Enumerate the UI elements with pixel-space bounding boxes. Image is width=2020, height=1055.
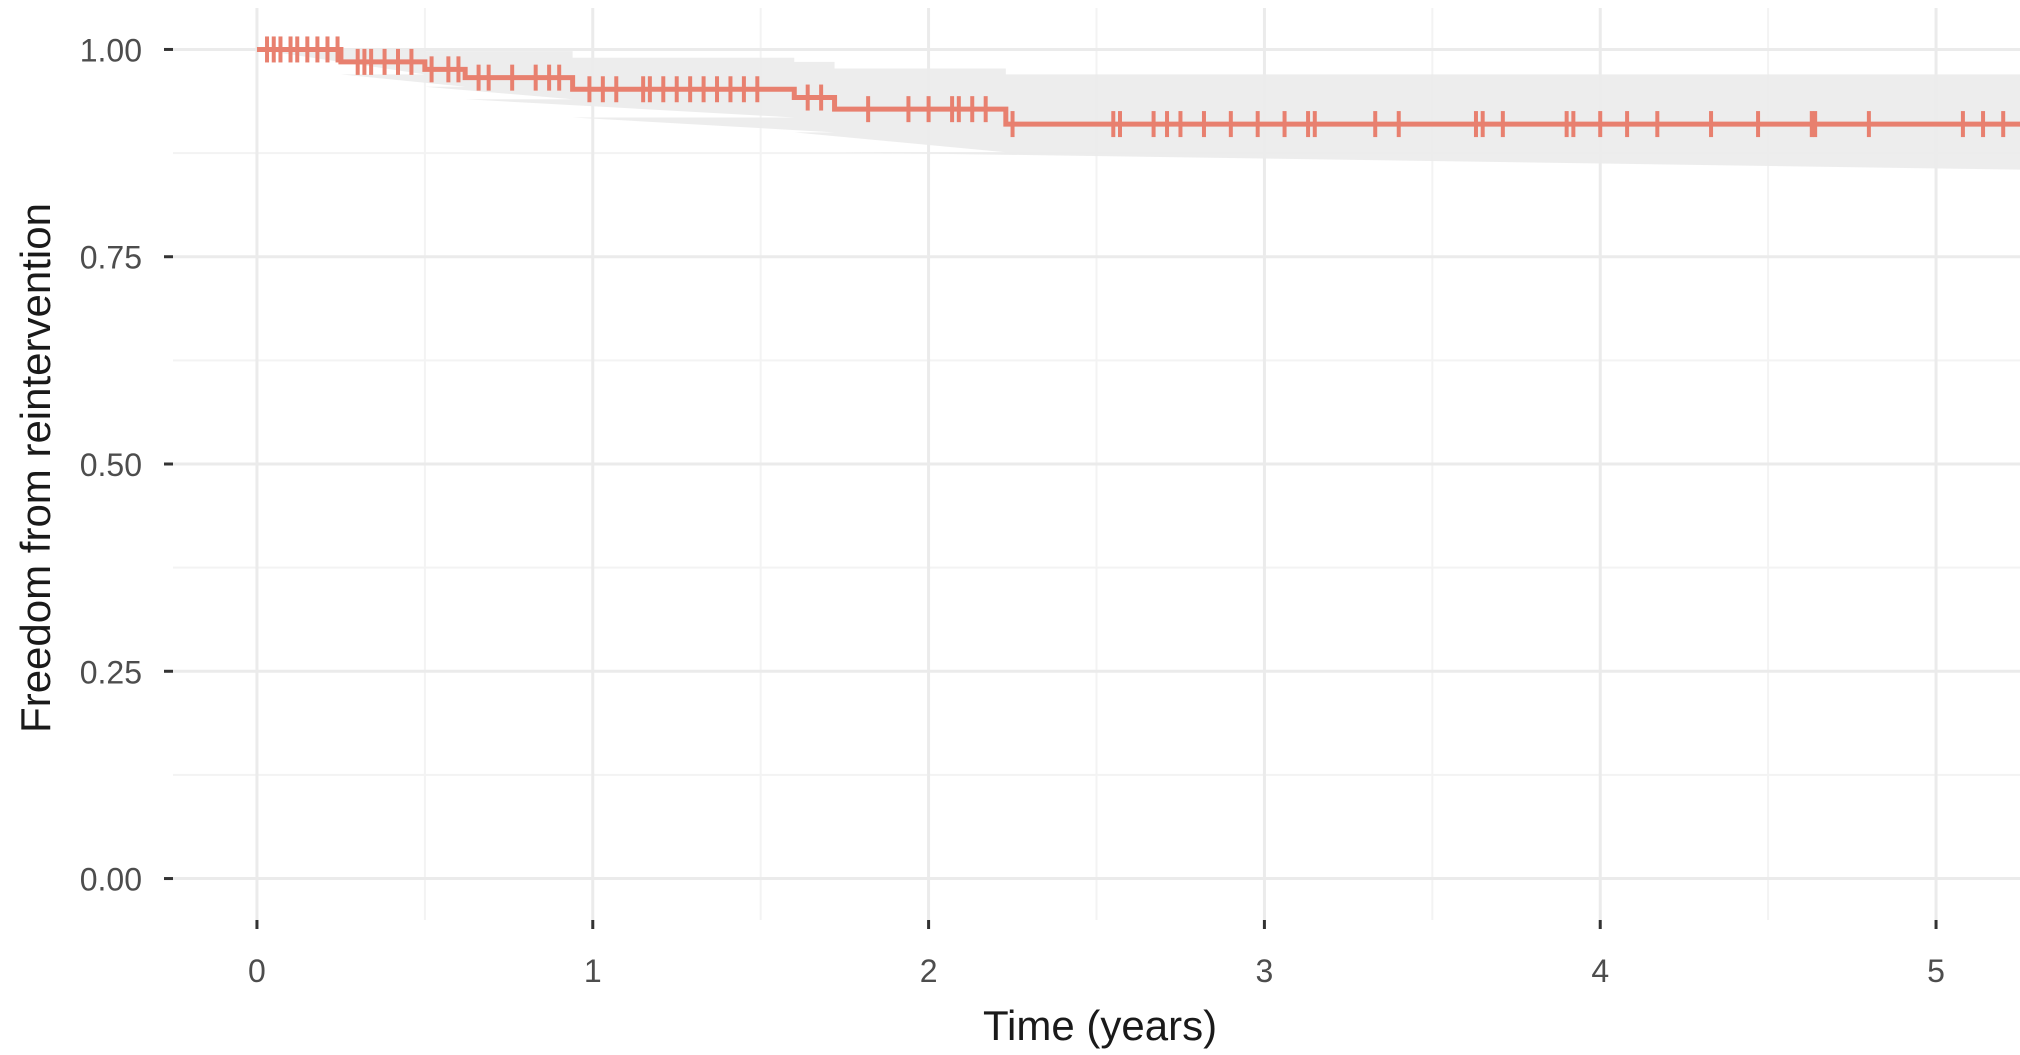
confidence-band — [256, 49, 2020, 170]
y-tick-label: 0.75 — [80, 240, 142, 276]
y-tick-label: 0.25 — [80, 654, 142, 690]
axis-layer: 0 1 2 3 4 5 0.00 0.25 0.50 0.75 1.00 — [80, 32, 1945, 989]
confidence-band-layer — [256, 49, 2020, 170]
x-tick-label: 0 — [248, 953, 266, 989]
y-tick-label: 0.00 — [80, 862, 142, 898]
x-tick-label: 3 — [1256, 953, 1274, 989]
x-tick-label: 1 — [584, 953, 602, 989]
x-tick-label: 4 — [1591, 953, 1609, 989]
x-tick-label: 2 — [920, 953, 938, 989]
x-axis-title: Time (years) — [983, 1002, 1217, 1049]
y-tick-label: 0.50 — [80, 447, 142, 483]
censor-marks-layer — [265, 36, 2006, 138]
y-axis-title: Freedom from reintervention — [12, 203, 59, 733]
y-tick-label: 1.00 — [80, 32, 142, 68]
x-tick-label: 5 — [1927, 953, 1945, 989]
grid-layer — [173, 8, 2020, 920]
